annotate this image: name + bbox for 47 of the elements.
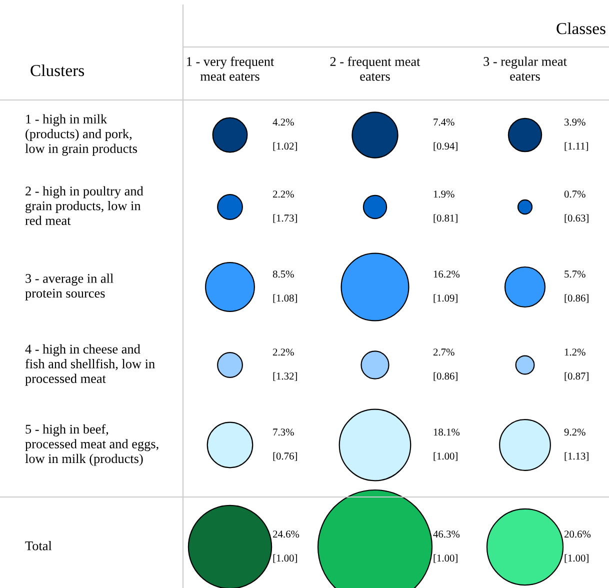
text: Classes	[556, 22, 606, 34]
text: [1.00]	[434, 452, 458, 461]
data-label: 20.6%	[564, 530, 591, 538]
data-label: 24.6%	[273, 530, 300, 538]
data-label: 2.2%	[273, 348, 294, 356]
text: 1 - high in milk (products) and pork, low in grain products	[25, 114, 138, 156]
text: [1.11]	[564, 142, 588, 151]
data-label: 7.3%	[273, 428, 294, 436]
text: [1.00]	[434, 554, 458, 563]
text: [0.76]	[273, 452, 297, 461]
data-label: 46.3%	[433, 530, 460, 538]
data-label: 9.2%	[564, 428, 586, 436]
data-label: 7.4%	[434, 118, 454, 126]
data-label: 3.9%	[564, 118, 586, 126]
text: Clusters	[30, 64, 84, 76]
data-label: 5.7%	[564, 270, 586, 278]
text: Total	[25, 541, 52, 550]
text: 2 - high in poultry and grain products, low in red meat	[25, 186, 144, 226]
category-label: 2 - frequent meat eaters	[330, 56, 420, 81]
text: [0.86]	[564, 294, 588, 303]
text: 3 - average in all protein sources	[25, 274, 114, 300]
text: [1.32]	[273, 372, 297, 381]
data-label: 4.2%	[272, 118, 294, 126]
text: [0.94]	[434, 142, 458, 151]
text: [1.02]	[273, 142, 297, 151]
data-label: 0.7%	[564, 190, 586, 198]
text: [0.81]	[434, 214, 458, 223]
text: [1.13]	[564, 452, 588, 461]
text: [0.87]	[564, 372, 588, 381]
text: [1.00]	[564, 554, 588, 563]
category-label: 1 - very frequent meat eaters	[187, 56, 274, 81]
data-label: 1.2%	[564, 348, 586, 356]
data-label: 2.7%	[433, 348, 454, 356]
category-label: 3 - regular meat eaters	[484, 56, 567, 81]
data-label: 16.2%	[434, 270, 460, 278]
text: [0.86]	[434, 372, 458, 381]
text: 5 - high in beef, processed meat and eggs, low in milk (products)	[25, 424, 158, 466]
text: [1.08]	[273, 294, 297, 303]
text: [1.09]	[434, 294, 458, 303]
data-label: 1.9%	[434, 190, 454, 198]
text: [1.73]	[273, 214, 297, 223]
data-label: 18.1%	[434, 428, 460, 436]
text: [1.00]	[273, 554, 297, 563]
data-label: 8.5%	[272, 270, 294, 278]
data-label: 2.2%	[273, 190, 294, 198]
text: [0.63]	[564, 214, 588, 223]
text: 4 - high in cheese and fish and shellfish, low in processed meat	[25, 344, 155, 386]
